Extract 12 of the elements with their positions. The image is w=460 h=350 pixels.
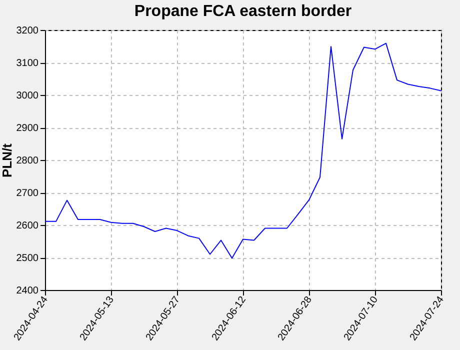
- y-tick-label: 2900: [16, 123, 39, 134]
- y-axis-title: PLN/t: [0, 142, 14, 178]
- y-tick-label: 2400: [16, 286, 39, 296]
- y-tick-label: 2800: [16, 156, 39, 166]
- y-tick-label: 2500: [16, 253, 39, 264]
- y-tick-label: 2700: [16, 188, 39, 199]
- y-tick-label: 2600: [16, 220, 39, 232]
- y-tick-label: 3000: [16, 90, 39, 102]
- chart-title: Propane FCA eastern border: [134, 3, 352, 20]
- y-tick-label: 3200: [16, 26, 39, 36]
- line-series: [44, 42, 442, 259]
- y-tick-label: 3100: [16, 58, 39, 69]
